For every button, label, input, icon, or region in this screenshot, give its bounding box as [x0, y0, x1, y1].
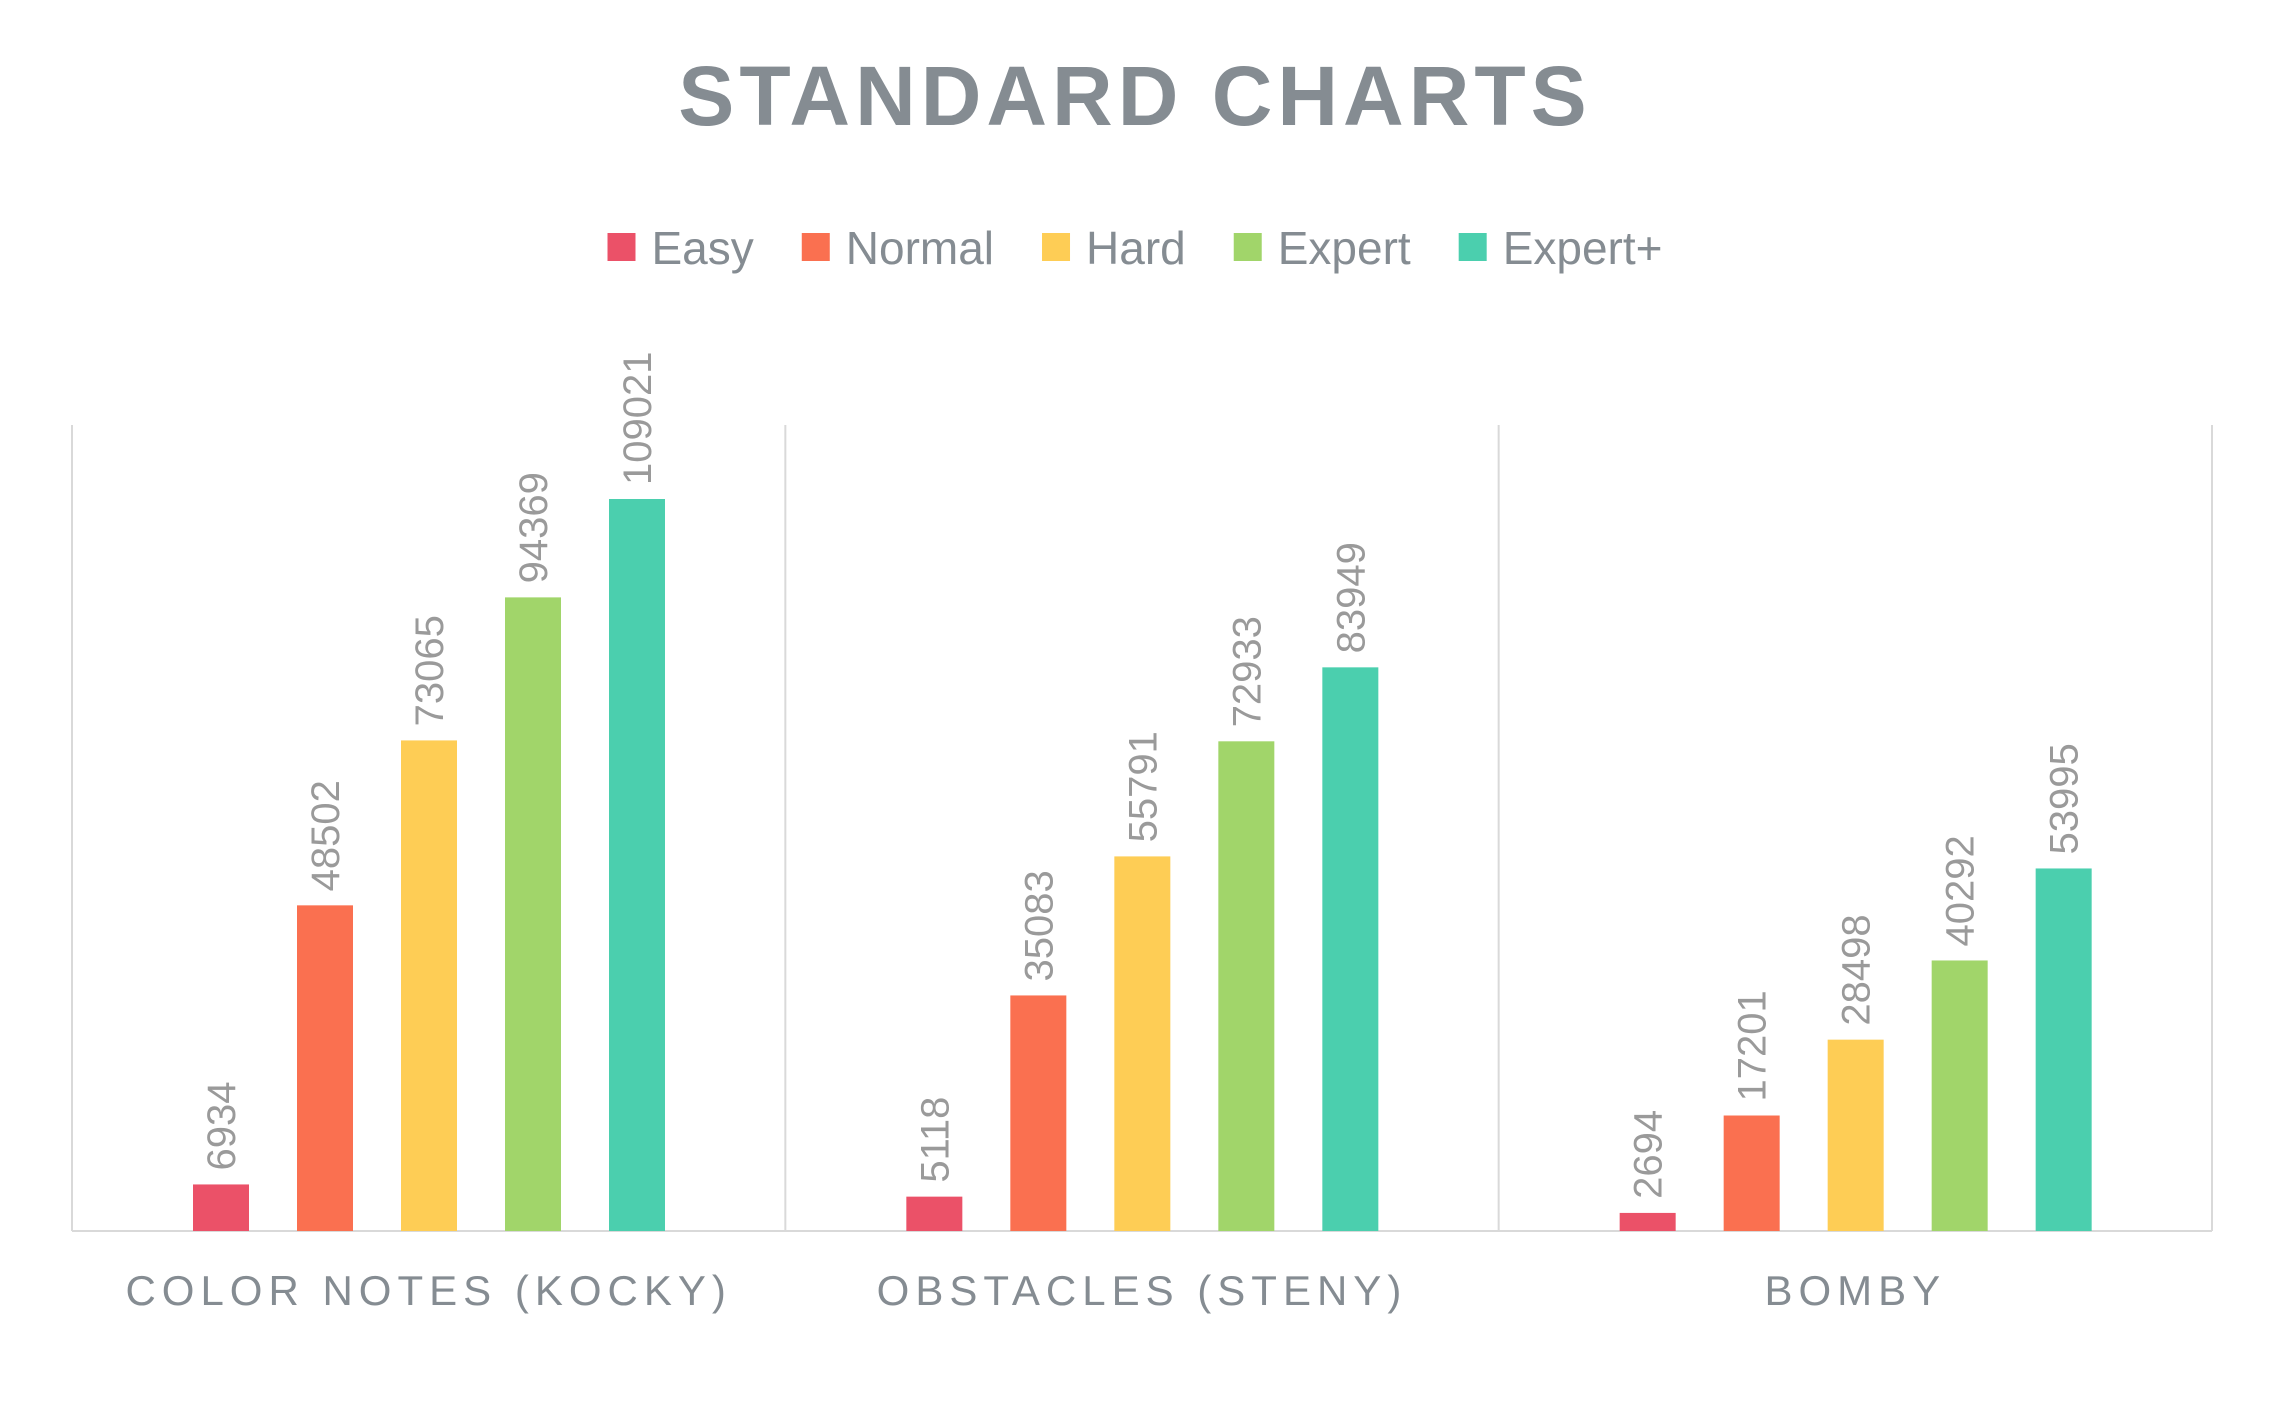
- legend-swatch-normal: [801, 233, 830, 261]
- data-label-expert-plus-obstacles-steny: 83949: [1329, 542, 1373, 653]
- data-label-easy-color-notes-kocky: 6934: [200, 1081, 244, 1170]
- bars: [193, 499, 2092, 1231]
- category-label-color-notes-kocky: COLOR NOTES (KOCKY): [125, 1267, 731, 1314]
- legend-swatch-easy: [607, 233, 636, 261]
- bar-expert-plus-obstacles-steny: [1322, 667, 1379, 1231]
- legend-label-normal: Normal: [846, 222, 994, 274]
- data-label-easy-obstacles-steny: 5118: [913, 1097, 957, 1183]
- data-label-normal-color-notes-kocky: 48502: [304, 780, 348, 891]
- bar-easy-obstacles-steny: [906, 1196, 963, 1231]
- legend-swatch-expert: [1233, 233, 1262, 261]
- bar-expert-plus-color-notes-kocky: [609, 499, 665, 1231]
- bar-expert-obstacles-steny: [1218, 741, 1275, 1231]
- bar-normal-obstacles-steny: [1010, 995, 1067, 1231]
- category-label-bomby: BOMBY: [1764, 1267, 1946, 1314]
- chart-title: STANDARD CHARTS: [678, 49, 1591, 143]
- bar-easy-color-notes-kocky: [193, 1184, 249, 1231]
- legend-swatch-expert-plus: [1458, 233, 1487, 261]
- bar-hard-color-notes-kocky: [401, 740, 457, 1231]
- data-label-easy-bomby: 2694: [1627, 1110, 1671, 1199]
- data-label-normal-obstacles-steny: 35083: [1017, 870, 1061, 981]
- data-label-expert-plus-bomby: 53995: [2043, 743, 2087, 854]
- data-label-expert-obstacles-steny: 72933: [1225, 616, 1269, 727]
- legend-label-expert: Expert: [1278, 222, 1411, 274]
- legend-label-hard: Hard: [1086, 222, 1186, 274]
- data-label-expert-plus-color-notes-kocky: 109021: [616, 352, 660, 485]
- legend-swatch-hard: [1042, 233, 1071, 261]
- bar-hard-obstacles-steny: [1114, 856, 1171, 1231]
- category-labels: COLOR NOTES (KOCKY) OBSTACLES (STENY) BOMB…: [125, 1267, 1946, 1314]
- data-label-expert-bomby: 40292: [1939, 835, 1983, 946]
- data-label-normal-bomby: 17201: [1731, 990, 1775, 1101]
- legend-label-expert-plus: Expert+: [1503, 222, 1663, 274]
- bar-easy-bomby: [1619, 1212, 1676, 1231]
- data-label-hard-color-notes-kocky: 73065: [408, 615, 452, 726]
- value-labels: 6934 48502 73065 94369 109021 5118 35083 55791 7…: [200, 352, 2087, 1199]
- bar-hard-bomby: [1827, 1039, 1884, 1231]
- data-label-hard-bomby: 28498: [1835, 914, 1879, 1025]
- legend-label-easy: Easy: [652, 222, 754, 274]
- bar-expert-color-notes-kocky: [505, 597, 561, 1231]
- bar-normal-bomby: [1723, 1115, 1780, 1231]
- legend: Easy Normal Hard Expert Expert+: [607, 222, 1663, 274]
- data-label-expert-color-notes-kocky: 94369: [512, 472, 556, 583]
- bar-expert-bomby: [1931, 960, 1988, 1231]
- category-label-obstacles-steny: OBSTACLES (STENY): [877, 1267, 1408, 1314]
- data-label-hard-obstacles-steny: 55791: [1121, 731, 1165, 842]
- bar-normal-color-notes-kocky: [297, 905, 353, 1231]
- bar-expert-plus-bomby: [2035, 868, 2092, 1231]
